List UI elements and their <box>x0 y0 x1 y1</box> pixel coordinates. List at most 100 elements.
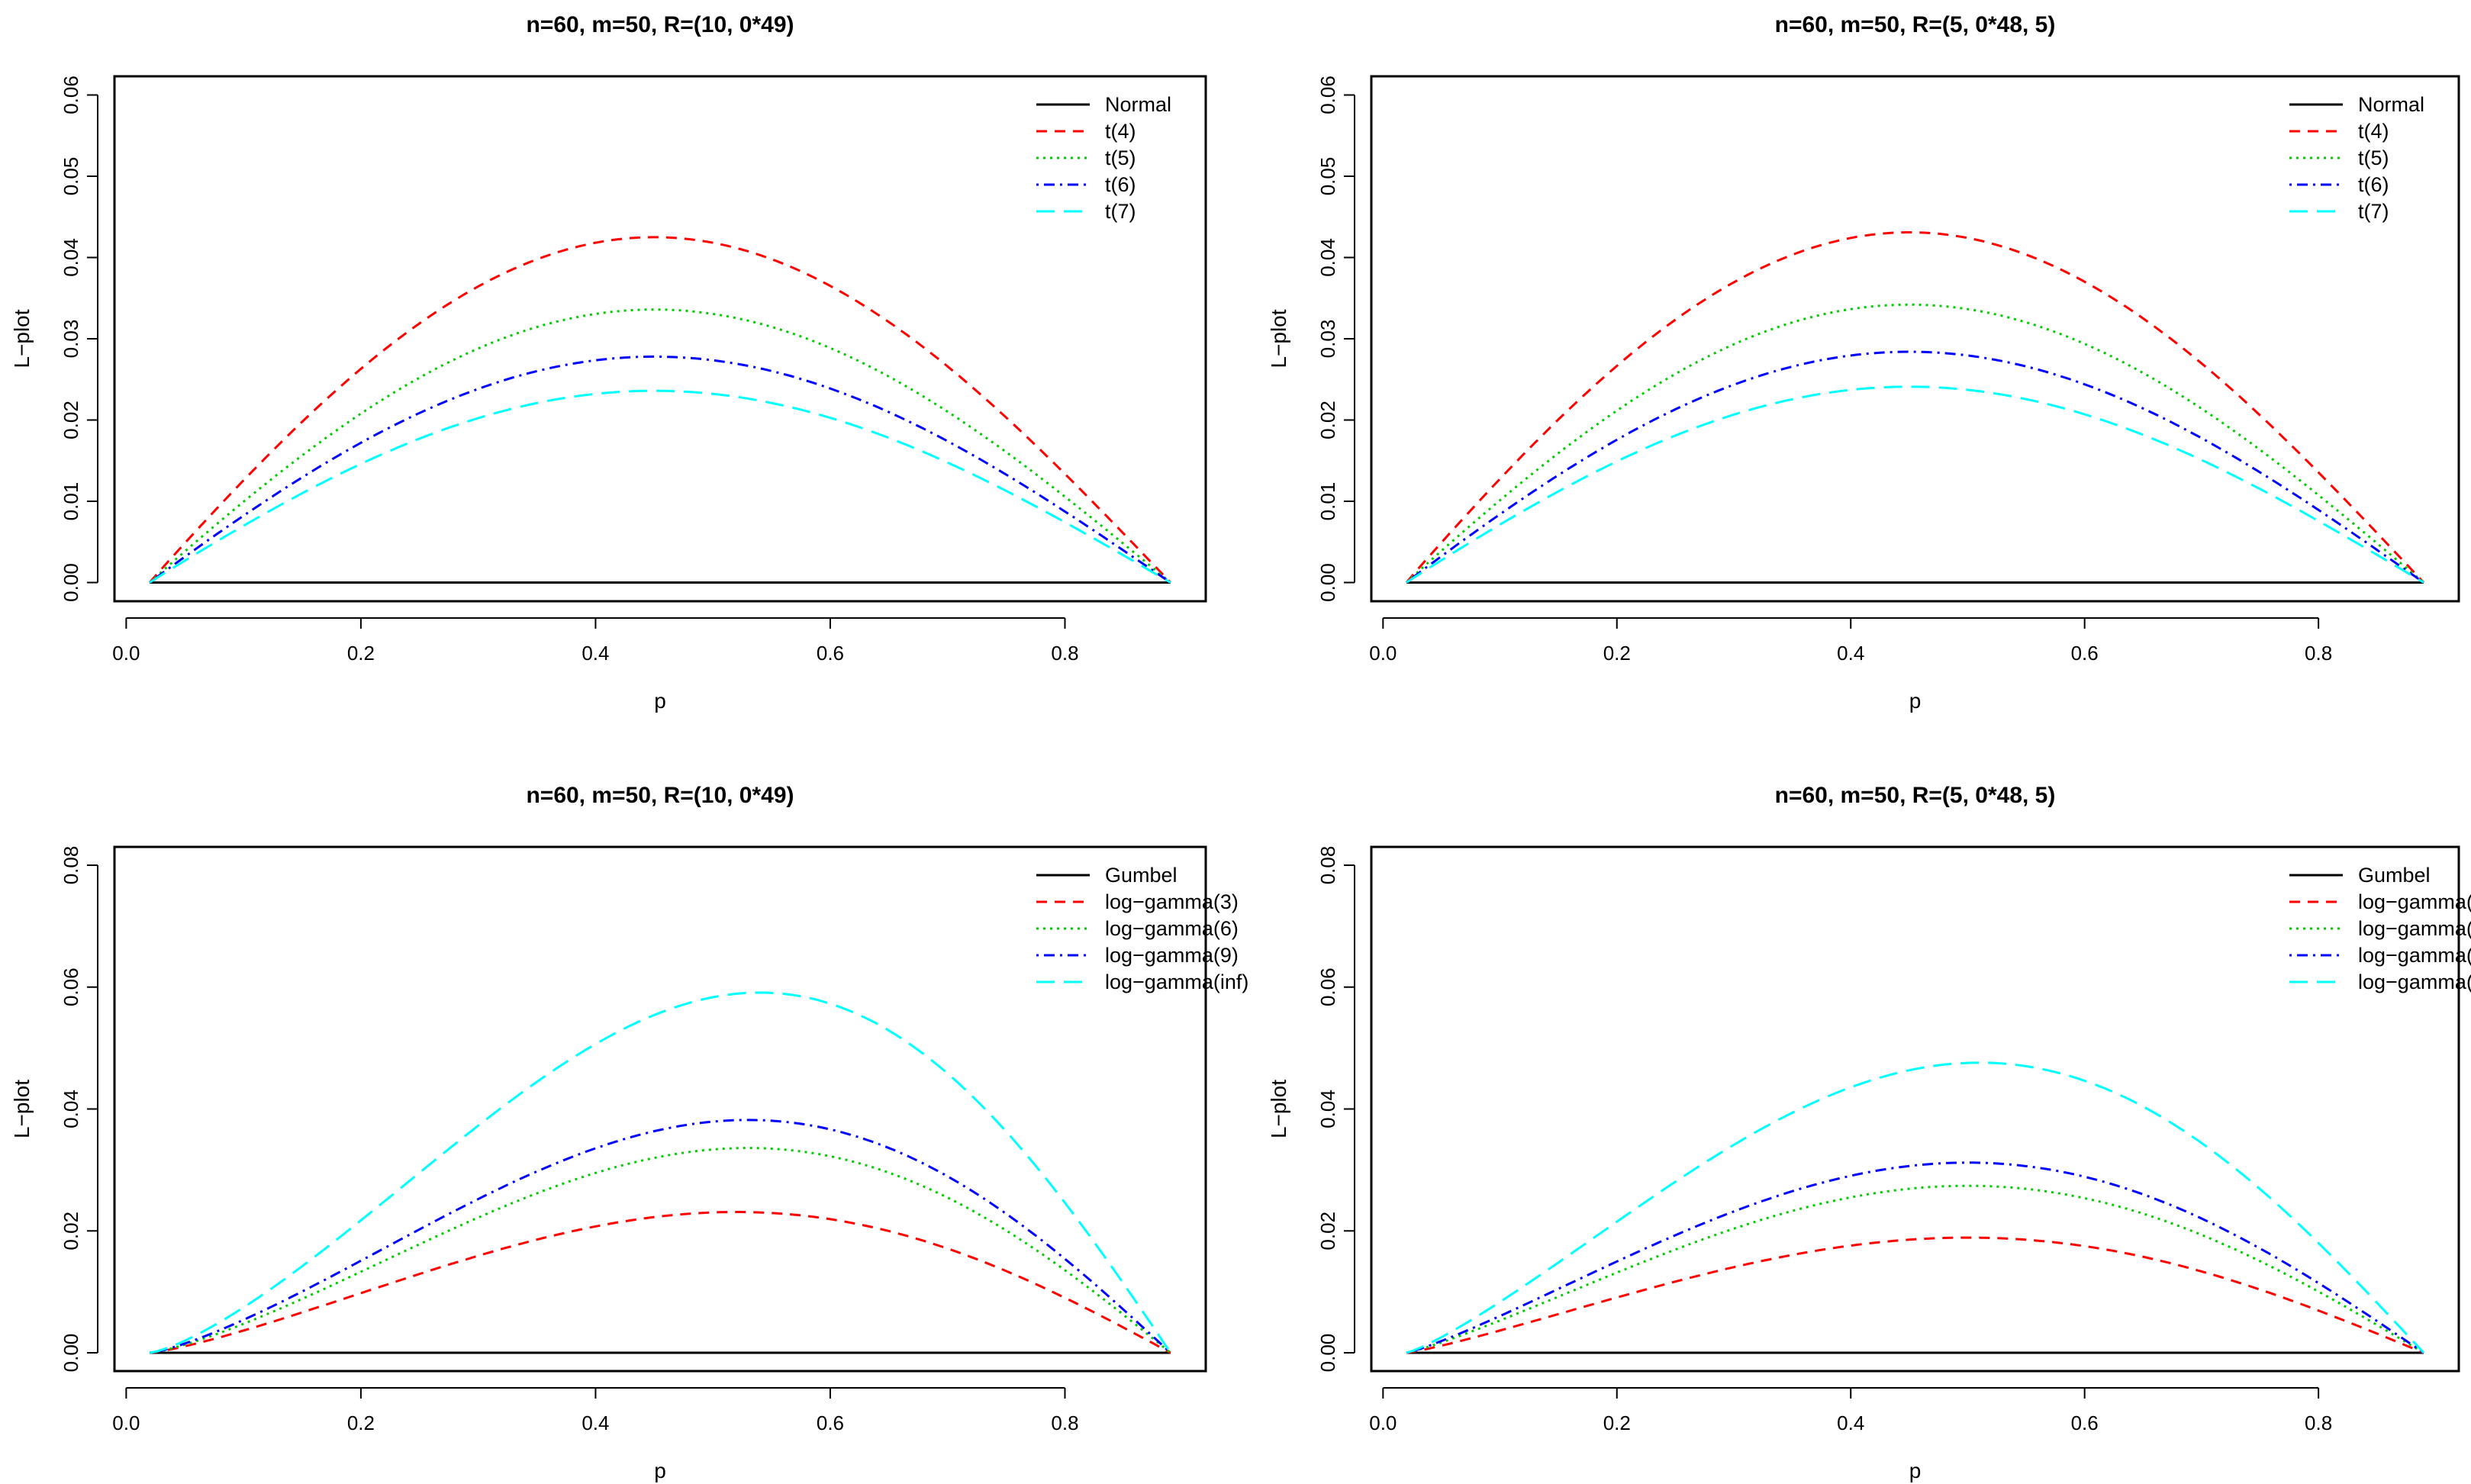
legend: Gumbel log−gamma(3) log−gamma(6) log−gamma(… <box>2289 864 2471 993</box>
x-tick-label: 0.2 <box>347 1412 375 1434</box>
y-tick-label: 0.03 <box>1316 320 1339 359</box>
x-tick-label: 0.6 <box>2071 642 2099 665</box>
series-line <box>1406 1236 2424 1354</box>
x-tick-label: 0.8 <box>2305 1412 2332 1434</box>
y-tick-label: 0.02 <box>60 1212 82 1251</box>
x-tick-label: 0.0 <box>1369 1412 1397 1434</box>
y-tick-label: 0.06 <box>1316 76 1339 114</box>
y-tick-label: 0.04 <box>1316 238 1339 277</box>
legend-label: t(7) <box>1105 200 1136 223</box>
series-line <box>1406 350 2424 584</box>
x-tick-label: 0.2 <box>347 642 375 665</box>
y-tick-label: 0.00 <box>60 1334 82 1373</box>
y-tick-label: 0.06 <box>60 76 82 114</box>
y-tick-label: 0.01 <box>60 482 82 521</box>
x-tick-label: 0.2 <box>1603 1412 1631 1434</box>
y-tick-label: 0.08 <box>60 846 82 885</box>
legend-label: Gumbel <box>2358 864 2431 887</box>
plot-frame <box>113 845 1207 1373</box>
y-axis-label: L−plot <box>1267 309 1290 368</box>
x-tick-label: 0.8 <box>1051 642 1078 665</box>
y-tick-label: 0.00 <box>1316 563 1339 602</box>
y-tick-label: 0.00 <box>60 563 82 602</box>
legend-label: t(6) <box>1105 173 1136 196</box>
x-tick-label: 0.6 <box>817 642 844 665</box>
series-line <box>149 389 1171 584</box>
legend-label: t(7) <box>2358 200 2389 223</box>
chart-panel-1: n=60, m=50, R=(10, 0*49) 0.0 0.2 0.4 0.6 0.8 p… <box>10 12 1207 713</box>
chart-panel-4: n=60, m=50, R=(5, 0*48, 5) 0.0 0.2 0.4 0.6 0.… <box>1267 783 2471 1482</box>
legend-label: log−gamma(3) <box>1105 890 1239 913</box>
x-tick-label: 0.8 <box>1051 1412 1078 1434</box>
x-tick-label: 0.4 <box>1837 1412 1864 1434</box>
y-tick-label: 0.00 <box>1316 1334 1339 1373</box>
x-tick-label: 0.4 <box>1837 642 1864 665</box>
x-tick-label: 0.0 <box>1369 642 1397 665</box>
x-axis-label: p <box>654 689 666 713</box>
series-line <box>149 991 1172 1354</box>
x-tick-label: 0.4 <box>582 1412 609 1434</box>
x-tick-label: 0.6 <box>2071 1412 2099 1434</box>
series-line <box>1406 1184 2424 1354</box>
x-tick-label: 0.4 <box>582 642 609 665</box>
legend-label: t(6) <box>2358 173 2389 196</box>
chart-title: n=60, m=50, R=(5, 0*48, 5) <box>1775 12 2056 37</box>
legend-label: log−gamma(6) <box>1105 917 1239 940</box>
y-tick-label: 0.04 <box>1316 1090 1339 1128</box>
x-tick-label: 0.8 <box>2305 642 2332 665</box>
chart-title: n=60, m=50, R=(5, 0*48, 5) <box>1775 783 2056 808</box>
y-tick-label: 0.05 <box>60 157 82 196</box>
y-tick-label: 0.05 <box>1316 157 1339 196</box>
y-tick-label: 0.06 <box>1316 967 1339 1006</box>
x-tick-label: 0.0 <box>112 1412 140 1434</box>
legend-label: t(5) <box>1105 146 1136 169</box>
legend-label: log−gamma(3) <box>2358 890 2471 913</box>
chart-panel-2: n=60, m=50, R=(5, 0*48, 5) 0.0 0.2 0.4 0.6 0.… <box>1267 12 2460 713</box>
y-tick-label: 0.03 <box>60 320 82 359</box>
y-tick-label: 0.04 <box>60 1090 82 1128</box>
chart-panel-3: n=60, m=50, R=(10, 0*49) 0.0 0.2 0.4 0.6 0.8 p… <box>10 783 1248 1482</box>
legend-label: log−gamma(9) <box>2358 944 2471 967</box>
legend-label: t(4) <box>1105 120 1136 143</box>
legend-label: Gumbel <box>1105 864 1178 887</box>
chart-title: n=60, m=50, R=(10, 0*49) <box>526 783 794 808</box>
y-axis-label: L−plot <box>10 309 34 368</box>
x-tick-label: 0.6 <box>817 1412 844 1434</box>
legend-label: t(4) <box>2358 120 2389 143</box>
plot-frame <box>1370 845 2460 1373</box>
x-axis-label: p <box>1909 689 1922 713</box>
series-line <box>148 236 1171 584</box>
legend-label: log−gamma(6) <box>2358 917 2471 940</box>
legend-label: Normal <box>2358 93 2424 116</box>
plot-frame <box>113 75 1207 603</box>
x-tick-label: 0.0 <box>112 642 140 665</box>
legend: Gumbel log−gamma(3) log−gamma(6) log−gamma(… <box>1036 864 1248 993</box>
legend-label: t(5) <box>2358 146 2389 169</box>
y-tick-label: 0.04 <box>60 238 82 277</box>
series-line <box>1406 1161 2424 1354</box>
x-axis-label: p <box>654 1459 666 1482</box>
plot-frame <box>1370 75 2460 603</box>
legend: Normal t(4) t(5) t(6) t(7) <box>2289 93 2424 223</box>
y-tick-label: 0.08 <box>1316 846 1339 885</box>
x-axis-label: p <box>1909 1459 1922 1482</box>
y-tick-label: 0.01 <box>1316 482 1339 521</box>
y-tick-label: 0.02 <box>60 401 82 439</box>
y-tick-label: 0.06 <box>60 967 82 1006</box>
series-line <box>149 308 1171 584</box>
series-line <box>1405 231 2425 584</box>
series-line <box>1406 1061 2425 1354</box>
legend-label: log−gamma(inf) <box>1105 971 1248 993</box>
y-axis-label: L−plot <box>10 1080 34 1138</box>
y-tick-label: 0.02 <box>1316 1212 1339 1251</box>
series-line <box>149 1119 1171 1354</box>
y-axis-label: L−plot <box>1267 1080 1290 1138</box>
chart-title: n=60, m=50, R=(10, 0*49) <box>526 12 794 37</box>
legend-label: log−gamma(9) <box>1105 944 1239 967</box>
series-line <box>1405 303 2424 584</box>
y-tick-label: 0.02 <box>1316 401 1339 439</box>
series-line <box>1406 385 2424 584</box>
legend: Normal t(4) t(5) t(6) t(7) <box>1036 93 1171 223</box>
